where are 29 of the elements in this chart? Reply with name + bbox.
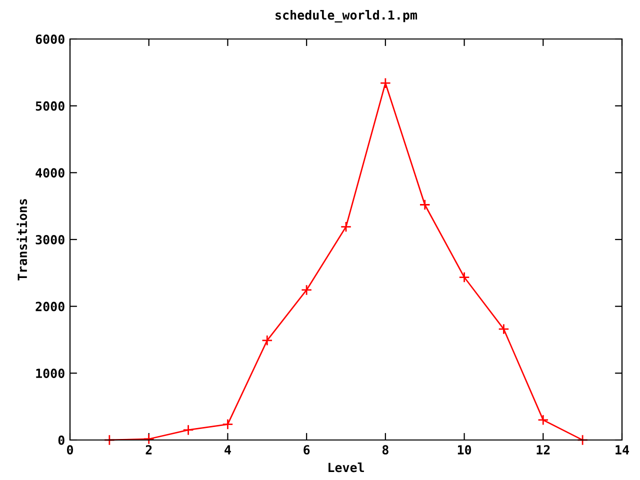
- x-tick-label: 6: [304, 445, 310, 455]
- point: [380, 78, 391, 89]
- point: [419, 199, 430, 210]
- y-tick-label: 1000: [36, 368, 64, 378]
- x-tick-label: 10: [458, 445, 472, 455]
- point: [143, 433, 154, 445]
- x-tick-label: 8: [382, 445, 388, 455]
- x-tick-label: 14: [616, 445, 629, 454]
- point: [498, 324, 510, 335]
- x-tick-label: 2: [146, 445, 152, 454]
- x-tick-label: 12: [536, 445, 550, 454]
- x-tick-label: 0: [66, 445, 74, 455]
- x-tick-label: 4: [224, 445, 231, 454]
- y-tick-label: 2000: [36, 302, 64, 312]
- y-tick-label: 4000: [36, 168, 64, 178]
- point: [458, 272, 470, 283]
- y-axis-title: Transitions: [16, 199, 28, 280]
- y-tick-label: 6000: [36, 34, 64, 44]
- y-tick-label: 3000: [36, 234, 64, 244]
- point: [222, 418, 234, 430]
- y-tick-label: 0: [58, 435, 64, 445]
- x-axis-title: Level: [328, 462, 364, 472]
- point: [262, 334, 273, 346]
- point: [182, 424, 194, 436]
- point: [340, 221, 352, 232]
- y-tick-label: 5000: [36, 101, 64, 111]
- point: [538, 414, 549, 426]
- point: [301, 284, 312, 296]
- chart-title: schedule_world.1.pm: [276, 10, 418, 23]
